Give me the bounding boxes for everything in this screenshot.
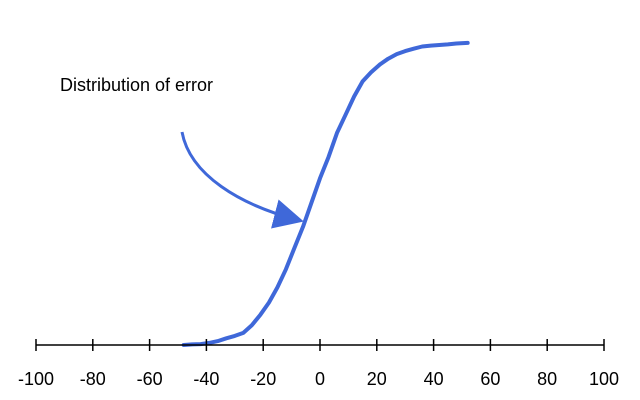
x-tick-label: 40: [424, 369, 444, 389]
x-axis-ticks: -100 -80 -60 -40 -20 0 20 40 60 80 100: [18, 339, 619, 389]
x-tick-label: 60: [480, 369, 500, 389]
x-tick-label: 20: [367, 369, 387, 389]
x-tick-label: -80: [80, 369, 106, 389]
error-distribution-line: [181, 40, 470, 347]
x-tick-label: -60: [137, 369, 163, 389]
x-tick-label: 0: [315, 369, 325, 389]
x-tick-label: -20: [250, 369, 276, 389]
annotation-label: Distribution of error: [60, 75, 213, 95]
x-tick-label: -100: [18, 369, 54, 389]
annotation-arrow: [180, 131, 304, 229]
x-tick-label: 100: [589, 369, 619, 389]
x-tick-label: 80: [537, 369, 557, 389]
x-tick-label: -40: [193, 369, 219, 389]
